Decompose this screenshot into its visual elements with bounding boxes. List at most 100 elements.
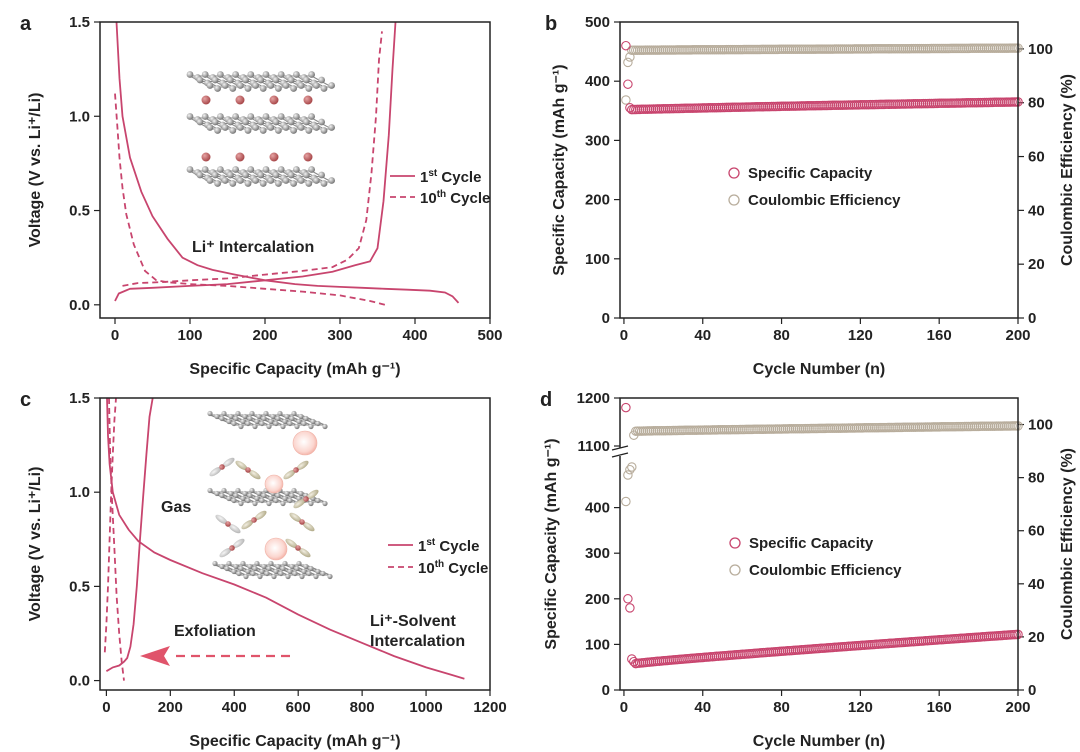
b-y2tick-label: 60 bbox=[1028, 149, 1045, 166]
c-series-1st-cycle bbox=[106, 398, 465, 680]
d-axis-break bbox=[611, 445, 629, 458]
b-marker-specific-capacity bbox=[623, 79, 633, 89]
d-marker-coulombic-efficiency bbox=[621, 496, 631, 507]
c-series-1st-cycle-charge bbox=[105, 398, 154, 672]
lithium-ion bbox=[201, 152, 211, 162]
b-ytick-label: 200 bbox=[585, 192, 610, 209]
b-plot-frame bbox=[619, 21, 1019, 319]
lithium-ion bbox=[235, 95, 245, 105]
solvent-molecule bbox=[209, 457, 235, 477]
graphite-layer bbox=[186, 71, 335, 92]
d-ytick-label: 100 bbox=[585, 636, 610, 653]
d-y2tick-label: 40 bbox=[1028, 576, 1045, 593]
d-xtick-label: 0 bbox=[620, 699, 628, 716]
legend-d-capacity-marker bbox=[729, 537, 741, 549]
a-ylabel: Voltage (V vs. Li⁺/Li) bbox=[27, 93, 44, 248]
d-ytick-label: 400 bbox=[585, 500, 610, 517]
panel-d-letter: d bbox=[540, 389, 552, 411]
d-ytick-label: 300 bbox=[585, 545, 610, 562]
panel-a: a 0 100 200 300 400 500 Specific Capacity (mAh… bbox=[20, 13, 503, 378]
annotation-exfoliation: Exfoliation bbox=[174, 623, 256, 640]
solvent-molecule bbox=[283, 460, 309, 480]
a-series-10th-cycle-charge bbox=[122, 31, 383, 287]
legend-c-10th: 10th Cycle bbox=[418, 559, 488, 577]
a-ytick-label: 0.5 bbox=[69, 203, 90, 220]
a-plot-frame bbox=[99, 21, 491, 319]
annotation-intercalation: Intercalation bbox=[370, 633, 465, 650]
d-marker-coulombic-efficiency bbox=[627, 462, 637, 472]
c-series-10th-cycle bbox=[108, 398, 125, 681]
c-ytick-label: 0.0 bbox=[69, 673, 90, 690]
graphite-illustration-a bbox=[186, 71, 335, 187]
b-marker-coulombic-efficiency bbox=[621, 95, 631, 105]
a-series-1st-cycle-charge bbox=[114, 22, 397, 302]
b-ylabel: Specific Capacity (mAh g⁻¹) bbox=[551, 64, 568, 275]
d-xtick-label: 80 bbox=[773, 699, 790, 716]
a-ytick-label: 1.0 bbox=[69, 108, 90, 125]
graphite-layer bbox=[186, 113, 335, 134]
d-marker-specific-capacity bbox=[623, 594, 633, 604]
panel-b-letter: b bbox=[545, 13, 557, 35]
a-ytick-label: 0.0 bbox=[69, 297, 90, 314]
graphite-layer bbox=[186, 166, 335, 187]
d-marker-coulombic-efficiency bbox=[623, 470, 633, 480]
d-ytick-label: 0 bbox=[602, 682, 610, 699]
d-ytick-label: 1200 bbox=[577, 390, 610, 407]
c-xtick-label: 1000 bbox=[409, 699, 442, 716]
solvent-molecule bbox=[215, 514, 241, 534]
legend-a-1st: 1st Cycle bbox=[420, 168, 481, 186]
solvent-molecule bbox=[285, 538, 311, 558]
b-xtick-label: 80 bbox=[773, 327, 790, 344]
panel-c-letter: c bbox=[20, 389, 31, 411]
legend-d-efficiency: Coulombic Efficiency bbox=[749, 562, 902, 579]
a-series-10th-cycle bbox=[114, 93, 386, 306]
solvent-molecule bbox=[289, 512, 315, 532]
a-xtick-label: 500 bbox=[477, 327, 502, 344]
d-y2tick-label: 20 bbox=[1028, 629, 1045, 646]
c-plot-frame bbox=[99, 397, 491, 691]
legend-b-efficiency: Coulombic Efficiency bbox=[748, 192, 901, 209]
legend-b-capacity-marker bbox=[728, 167, 740, 179]
a-xtick-label: 300 bbox=[327, 327, 352, 344]
b-y2label: Coulombic Efficiency (%) bbox=[1059, 74, 1076, 266]
c-xtick-label: 800 bbox=[350, 699, 375, 716]
solvent-molecule bbox=[241, 510, 267, 530]
d-marker-specific-capacity bbox=[625, 603, 635, 613]
b-xtick-label: 200 bbox=[1005, 327, 1030, 344]
legend-d: Specific Capacity Coulombic Efficiency bbox=[729, 535, 902, 579]
b-xtick-label: 0 bbox=[620, 327, 628, 344]
panel-a-letter: a bbox=[20, 13, 32, 35]
b-ytick-label: 0 bbox=[602, 310, 610, 327]
exfoliation-illustration-c bbox=[207, 410, 333, 580]
lithium-ion bbox=[303, 152, 313, 162]
b-xtick-label: 40 bbox=[694, 327, 711, 344]
c-xtick-label: 0 bbox=[102, 699, 110, 716]
d-marker-specific-capacity bbox=[621, 402, 631, 413]
gas-bubble bbox=[264, 537, 288, 561]
b-xtick-label: 160 bbox=[927, 327, 952, 344]
c-ytick-label: 1.5 bbox=[69, 390, 90, 407]
solvent-molecule bbox=[235, 460, 261, 480]
a-xtick-label: 100 bbox=[177, 327, 202, 344]
c-xtick-label: 200 bbox=[158, 699, 183, 716]
d-y2tick-label: 0 bbox=[1028, 682, 1036, 699]
a-xlabel: Specific Capacity (mAh g⁻¹) bbox=[189, 361, 400, 378]
c-series-10th-cycle-charge bbox=[103, 398, 117, 653]
b-marker-coulombic-efficiency bbox=[623, 57, 633, 68]
lithium-ion bbox=[269, 95, 279, 105]
legend-b: Specific Capacity Coulombic Efficiency bbox=[728, 165, 901, 209]
b-y2tick-label: 0 bbox=[1028, 310, 1036, 327]
d-ytick-label: 200 bbox=[585, 591, 610, 608]
c-xtick-label: 600 bbox=[286, 699, 311, 716]
c-ylabel: Voltage (V vs. Li⁺/Li) bbox=[27, 467, 44, 622]
legend-a-10th: 10th Cycle bbox=[420, 189, 490, 207]
annotation-gas: Gas bbox=[161, 499, 191, 516]
d-y2tick-label: 60 bbox=[1028, 523, 1045, 540]
d-xtick-label: 120 bbox=[848, 699, 873, 716]
b-xlabel: Cycle Number (n) bbox=[753, 361, 885, 378]
a-xtick-label: 200 bbox=[252, 327, 277, 344]
d-plot-frame bbox=[619, 397, 1019, 691]
